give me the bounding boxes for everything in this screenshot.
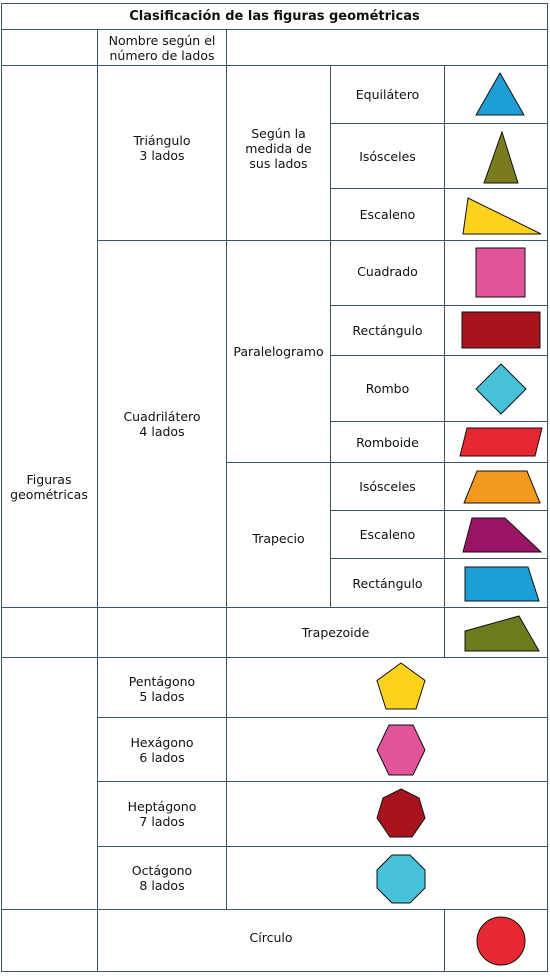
triangle-criterion: Según la medida de sus lados: [226, 65, 331, 241]
header-line-2: número de lados: [109, 47, 215, 63]
scalene-triangle-icon: [462, 197, 542, 235]
octagon-sides: 8 lados: [139, 878, 185, 893]
type-isosceles-triangle: Isósceles: [359, 148, 416, 164]
hexagon-name: Hexágono 6 lados: [97, 717, 227, 782]
quadrilateral-name: Cuadrilátero 4 lados: [97, 240, 227, 607]
heptagon-name: Heptágono 7 lados: [97, 781, 227, 847]
triangle-name: Triángulo 3 lados: [97, 65, 227, 241]
hexagon-label: Hexágono: [130, 734, 194, 750]
type-equilateral: Equilátero: [355, 86, 420, 102]
type-scalene-trapezium: Escaleno: [359, 527, 416, 542]
quadrilateral-sides: 4 lados: [139, 423, 185, 439]
parallelogram-label: Paralelogramo: [233, 343, 324, 359]
isosceles-triangle-icon: [483, 130, 519, 184]
right-trapezium-icon: [464, 566, 540, 602]
trapezoid-icon: [464, 615, 540, 652]
type-right-trapezium: Rectángulo: [352, 575, 423, 591]
group-label-line-2: geométricas: [10, 487, 88, 502]
heptagon-label: Heptágono: [127, 799, 197, 814]
type-scalene-triangle: Escaleno: [359, 207, 416, 222]
header-name-column: Nombre según el número de lados: [97, 29, 227, 66]
rhombus-icon: [475, 363, 527, 415]
circle-icon: [476, 916, 526, 966]
criterion-line-3: sus lados: [249, 155, 308, 171]
octagon-icon: [376, 854, 426, 904]
triangle-label: Triángulo: [133, 133, 191, 148]
hexagon-sides: 6 lados: [139, 749, 185, 765]
table-title: Clasificación de las figuras geométricas: [129, 9, 420, 24]
type-isosceles-trapezium: Isósceles: [359, 479, 416, 494]
pentagon-label: Pentágono: [128, 673, 196, 689]
isosceles-trapezium-icon: [463, 470, 541, 504]
heptagon-sides: 7 lados: [139, 814, 185, 829]
header-line-1: Nombre según el: [108, 32, 216, 48]
pentagon-icon: [376, 662, 426, 710]
triangle-sides: 3 lados: [139, 148, 185, 163]
octagon-label: Octágono: [131, 863, 193, 878]
type-rhombus: Rombo: [365, 381, 410, 396]
hexagon-icon: [376, 724, 426, 776]
type-square: Cuadrado: [357, 263, 418, 279]
type-rhomboid: Romboide: [356, 434, 419, 450]
quadrilateral-label: Cuadrilátero: [123, 408, 201, 424]
octagon-name: Octágono 8 lados: [97, 846, 227, 910]
pentagon-name: Pentágono 5 lados: [97, 657, 227, 718]
rhomboid-icon: [459, 427, 543, 457]
pentagon-sides: 5 lados: [139, 688, 185, 704]
group-label-line-1: Figuras: [26, 472, 72, 487]
trapezoid-label: Trapezoide: [301, 625, 370, 640]
classification-table: Clasificación de las figuras geométricas…: [1, 3, 548, 972]
type-rectangle: Rectángulo: [352, 323, 423, 338]
rectangle-icon: [461, 311, 541, 349]
scalene-trapezium-icon: [462, 517, 542, 553]
trapezium-label: Trapecio: [252, 531, 305, 546]
criterion-line-1: Según la: [251, 125, 306, 141]
group-label: Figuras geométricas: [1, 65, 97, 909]
square-icon: [475, 247, 526, 298]
circle-name: Círculo: [249, 930, 293, 945]
heptagon-icon: [376, 788, 426, 838]
table-grid: [1, 3, 548, 972]
criterion-line-2: medida de: [245, 140, 312, 156]
equilateral-triangle-icon: [475, 71, 525, 116]
